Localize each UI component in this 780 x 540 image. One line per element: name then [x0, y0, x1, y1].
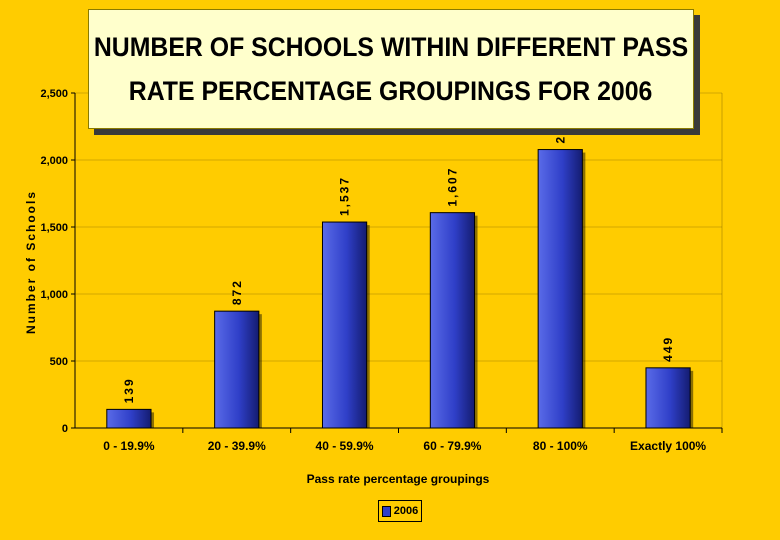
x-tick-label: 60 - 79.9%: [423, 439, 481, 453]
y-tick-label: 1,000: [40, 289, 68, 301]
x-tick-label: 20 - 39.9%: [208, 439, 266, 453]
bar: [537, 149, 583, 429]
y-tick-label: 0: [62, 423, 68, 435]
chart-title-line-2: RATE PERCENTAGE GROUPINGS FOR 2006: [129, 76, 653, 106]
chart-title-line-1: NUMBER OF SCHOOLS WITHIN DIFFERENT PASS: [93, 32, 689, 62]
bar: [214, 310, 260, 429]
x-tick-label: 80 - 100%: [533, 439, 588, 453]
y-tick-label: 2,000: [40, 155, 68, 167]
y-tick-label: 500: [50, 356, 68, 368]
legend-label: 2006: [393, 505, 419, 517]
bar-data-label: 1,607: [445, 167, 459, 207]
bar: [645, 367, 691, 429]
x-tick-label: 40 - 59.9%: [316, 439, 374, 453]
legend-swatch: [381, 505, 391, 517]
y-axis-label: Number of Schools: [24, 189, 38, 335]
bar-data-label: 1,537: [338, 176, 352, 216]
x-tick-label: Exactly 100%: [630, 439, 706, 453]
y-tick-label: 2,500: [40, 88, 68, 100]
y-tick-label: 1,500: [40, 222, 68, 234]
bar: [321, 221, 368, 429]
chart-title-box: NUMBER OF SCHOOLS WITHIN DIFFERENT PASS …: [88, 9, 694, 129]
bar-data-label: 872: [230, 279, 244, 305]
bar-data-label: 139: [122, 377, 136, 403]
x-axis-label: Pass rate percentage groupings: [306, 472, 490, 486]
x-tick-label: 0 - 19.9%: [103, 439, 155, 453]
bar-data-label: 449: [661, 336, 675, 362]
bar: [106, 408, 152, 429]
legend: 2006: [378, 500, 422, 522]
bar: [429, 212, 476, 429]
